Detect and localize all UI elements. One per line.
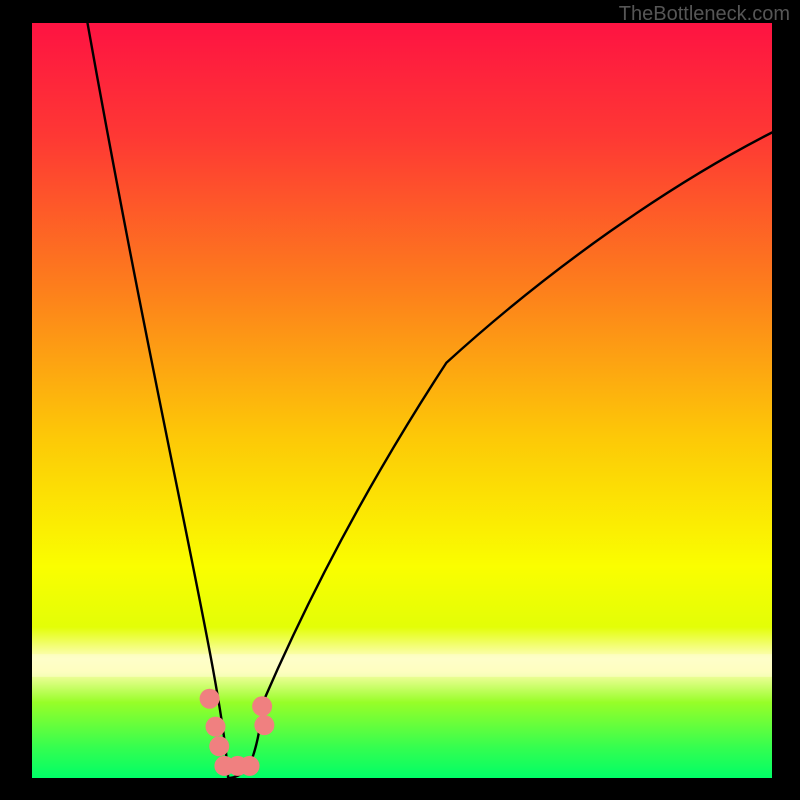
data-marker	[252, 696, 272, 716]
data-marker	[209, 736, 229, 756]
plot-area	[32, 23, 772, 778]
data-marker	[254, 715, 274, 735]
highlight-band	[32, 654, 772, 677]
data-marker	[200, 689, 220, 709]
bottleneck-chart	[32, 23, 772, 778]
watermark-text: TheBottleneck.com	[619, 3, 790, 26]
data-marker	[206, 717, 226, 737]
data-marker	[240, 756, 260, 776]
stage: TheBottleneck.com	[0, 0, 800, 800]
